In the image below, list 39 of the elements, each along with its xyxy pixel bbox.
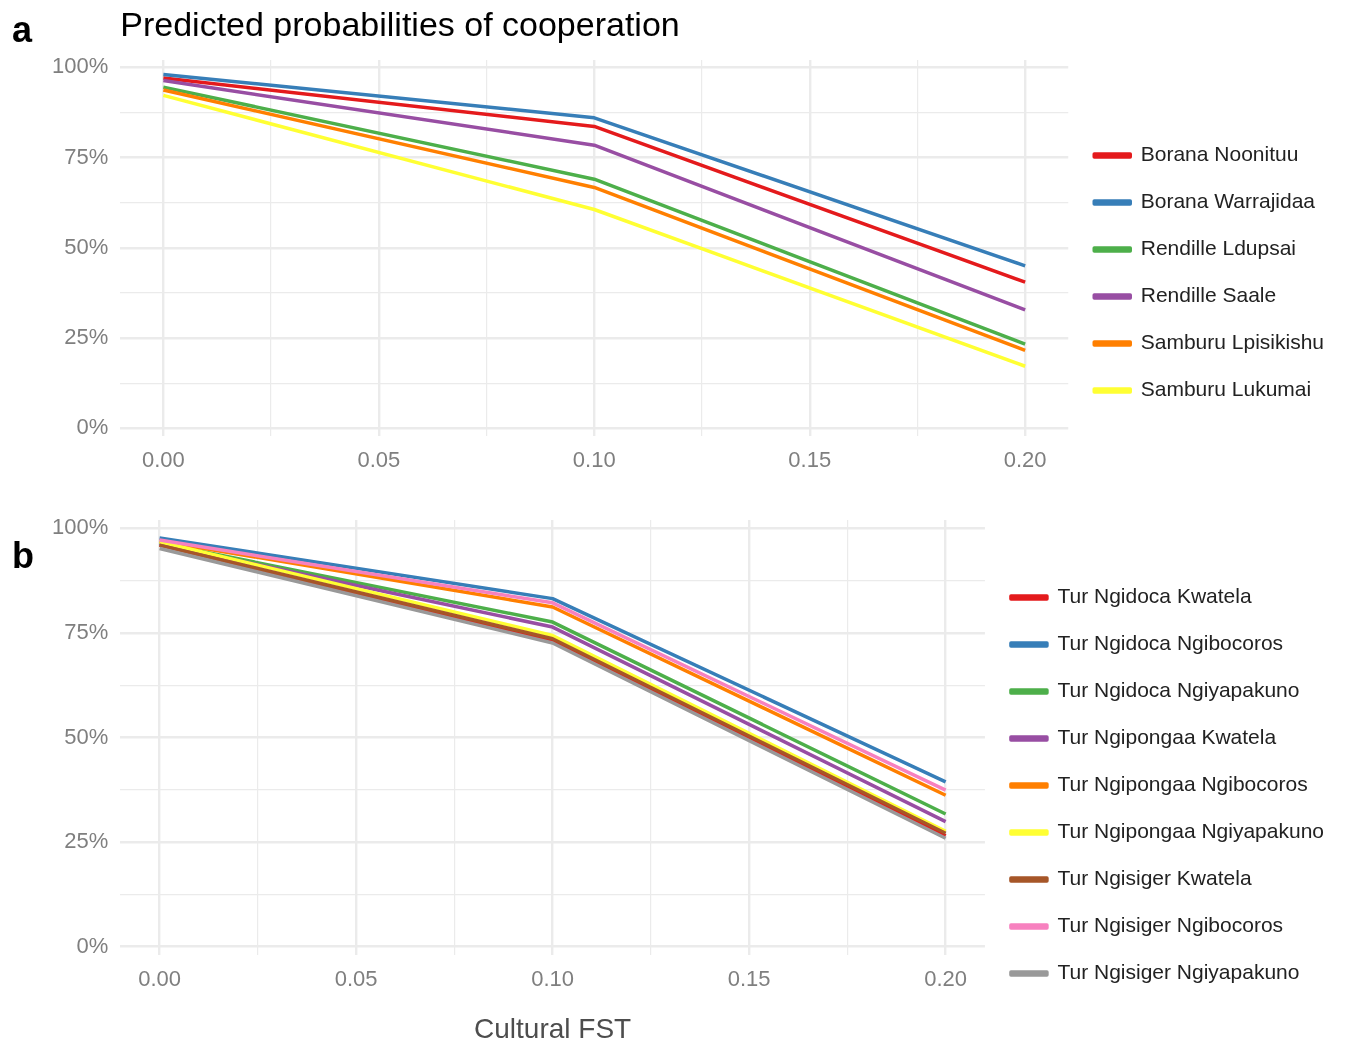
x-tick-label: 0.15: [727, 966, 771, 992]
legend-label: Samburu Lpisikishu: [1140, 330, 1325, 354]
legend-label: Tur Ngidoca Ngibocoros: [1057, 631, 1284, 655]
y-tick-label: 75%: [64, 619, 109, 644]
y-tick-label: 50%: [64, 233, 109, 259]
text: b: [12, 534, 34, 576]
legend-label: Tur Ngipongaa Ngiyapakuno: [1057, 819, 1324, 843]
y-tick-label: 0%: [76, 414, 109, 440]
legend-label: Samburu Lukumai: [1140, 377, 1312, 401]
y-tick-label: 75%: [64, 143, 109, 169]
x-tick-label: 0.00: [138, 966, 181, 992]
legend-label: Tur Ngisiger Ngibocoros: [1057, 913, 1284, 937]
x-tick-label: 0.05: [334, 966, 378, 992]
legend-label: Tur Ngidoca Kwatela: [1057, 584, 1252, 608]
chart-title: Predicted probabilities of cooperation: [120, 5, 680, 44]
x-tick-label: 0.05: [357, 446, 401, 472]
legend-label: Tur Ngipongaa Kwatela: [1057, 725, 1277, 749]
x-tick-label: 0.15: [788, 446, 832, 472]
legend-label: Borana Warrajidaa: [1140, 189, 1316, 213]
legend-label: Tur Ngidoca Ngiyapakuno: [1057, 678, 1300, 702]
y-tick-label: 100%: [51, 53, 109, 79]
legend-label: Tur Ngisiger Ngiyapakuno: [1057, 960, 1300, 984]
legend-label: Rendille Ldupsai: [1140, 236, 1297, 260]
x-tick-label: 0.00: [141, 446, 185, 472]
y-tick-label: 25%: [64, 324, 109, 350]
y-tick-label: 100%: [51, 514, 109, 540]
legend-label: Rendille Saale: [1140, 283, 1277, 307]
legend-label: Borana Noonituu: [1140, 142, 1299, 166]
x-axis-title: Cultural FST: [474, 1012, 632, 1044]
text: a: [12, 8, 33, 50]
y-tick-label: 0%: [76, 932, 109, 958]
x-tick-label: 0.20: [1003, 446, 1047, 472]
legend-label: Tur Ngipongaa Ngibocoros: [1057, 772, 1308, 796]
x-tick-label: 0.10: [531, 966, 575, 992]
y-tick-label: 50%: [64, 723, 109, 749]
x-tick-label: 0.10: [572, 446, 616, 472]
x-tick-label: 0.20: [924, 966, 968, 992]
legend-label: Tur Ngisiger Kwatela: [1057, 866, 1252, 890]
y-tick-label: 25%: [64, 828, 109, 854]
